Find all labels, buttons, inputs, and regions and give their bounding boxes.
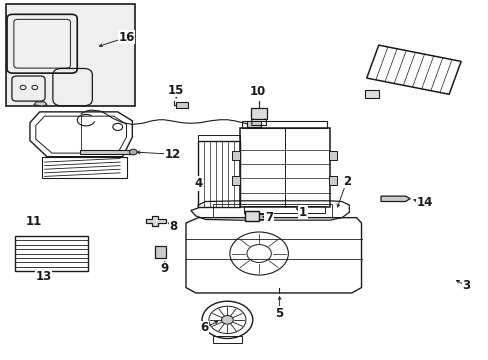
Bar bbox=[80, 150, 133, 154]
Text: 12: 12 bbox=[164, 148, 180, 161]
Text: 13: 13 bbox=[36, 270, 52, 283]
Bar bbox=[250, 108, 267, 119]
Bar bbox=[198, 135, 239, 140]
Bar bbox=[232, 176, 240, 185]
Bar bbox=[42, 157, 127, 178]
Bar bbox=[365, 90, 378, 98]
Text: 16: 16 bbox=[118, 31, 134, 44]
Text: 10: 10 bbox=[249, 85, 266, 98]
Bar bbox=[245, 211, 259, 221]
Bar bbox=[155, 246, 165, 258]
Bar bbox=[245, 211, 259, 221]
Bar bbox=[244, 206, 325, 213]
Bar bbox=[239, 128, 329, 207]
Polygon shape bbox=[34, 102, 47, 106]
Text: 6: 6 bbox=[200, 321, 208, 334]
Text: 1: 1 bbox=[298, 206, 306, 219]
Bar bbox=[176, 102, 187, 108]
Bar bbox=[155, 246, 165, 258]
Bar bbox=[212, 336, 242, 343]
Bar bbox=[198, 140, 239, 207]
Bar bbox=[242, 121, 327, 128]
Text: 9: 9 bbox=[160, 262, 168, 275]
Text: 4: 4 bbox=[194, 177, 202, 190]
Circle shape bbox=[221, 316, 233, 324]
Bar bbox=[259, 214, 266, 220]
Text: 15: 15 bbox=[168, 84, 184, 97]
Text: 5: 5 bbox=[275, 307, 283, 320]
Bar bbox=[329, 151, 336, 160]
Text: 8: 8 bbox=[169, 220, 178, 233]
Bar bbox=[246, 121, 260, 127]
Bar bbox=[329, 176, 336, 185]
Text: 11: 11 bbox=[26, 215, 42, 228]
Text: 3: 3 bbox=[461, 279, 469, 292]
Bar bbox=[15, 235, 88, 271]
Bar bbox=[212, 204, 331, 217]
Text: 2: 2 bbox=[342, 175, 350, 188]
Bar bbox=[232, 151, 240, 160]
Circle shape bbox=[129, 149, 137, 155]
Polygon shape bbox=[146, 216, 165, 226]
Polygon shape bbox=[380, 196, 409, 202]
Bar bbox=[5, 4, 135, 107]
Text: 7: 7 bbox=[264, 211, 272, 224]
Text: 14: 14 bbox=[416, 197, 432, 210]
